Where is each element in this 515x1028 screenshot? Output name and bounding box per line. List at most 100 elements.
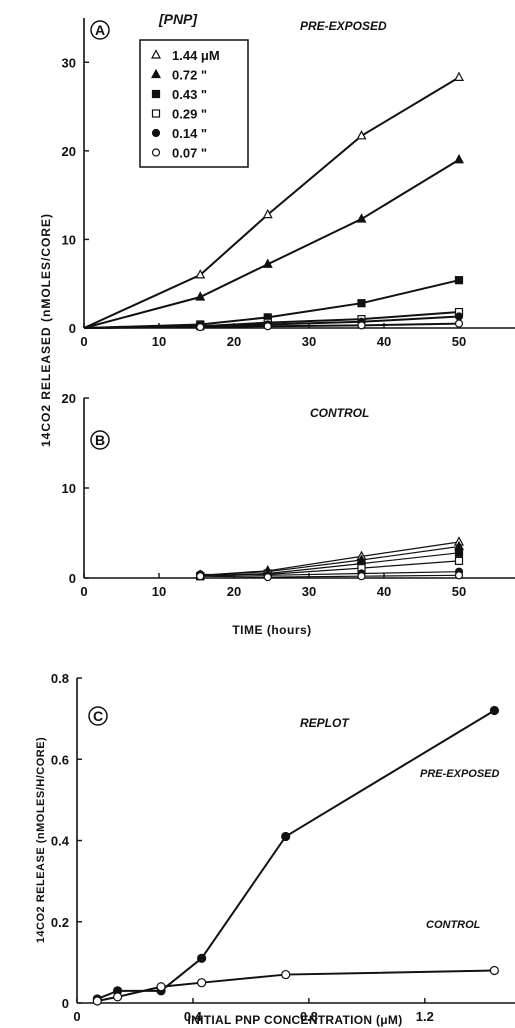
y-c-tick-label-0: 0 bbox=[62, 996, 69, 1011]
a-point-5-1 bbox=[196, 323, 205, 332]
c-point-1-2 bbox=[156, 982, 166, 992]
x-c-tick-label-2: 0.8 bbox=[300, 1009, 318, 1024]
c-point-0-5 bbox=[489, 705, 500, 716]
y-b-tick-label-2: 20 bbox=[62, 391, 76, 406]
legend-marker-0 bbox=[151, 49, 161, 59]
c-series-line-0 bbox=[96, 709, 495, 1000]
panel-a-badge bbox=[90, 20, 110, 40]
y-c-tick-label-2: 0.4 bbox=[51, 834, 70, 849]
b-point-3-3 bbox=[454, 556, 464, 566]
y-b-tick-label-0: 0 bbox=[69, 571, 76, 586]
b-point-2-3 bbox=[454, 548, 464, 557]
legend-marker-4 bbox=[151, 128, 161, 138]
a-point-2-3 bbox=[357, 299, 366, 308]
a-point-1-1 bbox=[195, 291, 206, 301]
x-b-tick-label-4: 40 bbox=[377, 584, 391, 599]
legend-entry-5: 0.07 " bbox=[172, 146, 207, 161]
b-series-line-1 bbox=[200, 545, 460, 576]
a-point-1-4 bbox=[454, 153, 464, 164]
b-series-line-5 bbox=[200, 574, 460, 578]
legend-box bbox=[139, 39, 249, 168]
x-a-tick-label-0: 0 bbox=[80, 334, 87, 349]
axis-label-y-c: 14CO2 RELEASE (nMOLES/H/CORE) bbox=[35, 737, 47, 943]
x-a-tick-label-5: 50 bbox=[452, 334, 466, 349]
c-point-0-3 bbox=[197, 953, 207, 963]
c-point-1-0 bbox=[92, 996, 102, 1006]
legend-entry-4: 0.14 " bbox=[172, 126, 207, 141]
x-a-tick-label-1: 10 bbox=[152, 334, 166, 349]
series-label-pre-exposed: PRE-EXPOSED bbox=[420, 768, 500, 780]
b-point-5-1 bbox=[263, 572, 272, 582]
x-a-tick-label-2: 20 bbox=[227, 334, 241, 349]
y-c-tick-label-4: 0.8 bbox=[51, 671, 69, 686]
a-point-5-4 bbox=[454, 319, 464, 328]
b-point-5-3 bbox=[454, 571, 464, 580]
panel-b-badge bbox=[90, 430, 110, 450]
a-point-0-2 bbox=[262, 208, 273, 219]
y-a-tick-label-0: 0 bbox=[69, 321, 76, 336]
b-series-line-4 bbox=[200, 571, 460, 576]
c-point-1-1 bbox=[112, 992, 123, 1002]
legend: 1.44 μM 0.72 " 0.43 " 0.29 " 0.14 " 0.07 " bbox=[151, 48, 220, 161]
legend-marker-2 bbox=[151, 89, 161, 99]
a-point-4-4 bbox=[454, 312, 464, 321]
axis-label-x-c: INITIAL PNP CONCENTRATION (μM) bbox=[187, 1013, 402, 1027]
c-point-1-4 bbox=[281, 969, 291, 980]
x-c-tick-label-1: 0.4 bbox=[184, 1009, 203, 1024]
ticks-a: 0 10 20 30 40 50 0 10 20 30 bbox=[62, 55, 467, 349]
a-point-5-2 bbox=[263, 322, 272, 331]
x-b-tick-label-2: 20 bbox=[227, 584, 241, 599]
a-point-1-2 bbox=[262, 258, 273, 268]
series-a bbox=[83, 71, 464, 332]
legend-entry-2: 0.43 " bbox=[172, 87, 207, 102]
panel-a-letter: A bbox=[95, 22, 105, 38]
a-point-0-4 bbox=[454, 71, 464, 81]
legend-entry-3: 0.29 " bbox=[172, 107, 207, 122]
x-b-tick-label-5: 50 bbox=[452, 584, 466, 599]
c-point-0-4 bbox=[281, 831, 291, 842]
a-point-2-4 bbox=[454, 276, 464, 285]
ticks-c: 0 0.4 0.8 1.2 0 0.2 0.4 0.6 0.8 bbox=[51, 671, 434, 1024]
x-c-tick-label-3: 1.2 bbox=[416, 1009, 434, 1024]
x-a-tick-label-3: 30 bbox=[302, 334, 316, 349]
panel-a-title: PRE-EXPOSED bbox=[300, 19, 387, 33]
y-a-tick-label-2: 20 bbox=[62, 144, 76, 159]
axis-label-x-b: TIME (hours) bbox=[232, 623, 311, 637]
c-point-1-5 bbox=[489, 965, 500, 976]
legend-marker-3 bbox=[151, 109, 161, 118]
c-point-1-3 bbox=[197, 978, 207, 988]
legend-title: [PNP] bbox=[158, 11, 198, 27]
legend-entry-1: 0.72 " bbox=[172, 68, 207, 83]
panel-c: 14CO2 RELEASE (nMOLES/H/CORE) C REPLOT P… bbox=[35, 671, 515, 1027]
b-point-5-0 bbox=[196, 572, 205, 581]
x-b-tick-label-3: 30 bbox=[302, 584, 316, 599]
panel-c-title: REPLOT bbox=[300, 716, 350, 730]
x-a-tick-label-4: 40 bbox=[377, 334, 391, 349]
x-c-tick-label-0: 0 bbox=[73, 1009, 80, 1024]
panel-c-badge bbox=[88, 706, 108, 726]
axis-label-y-ab: 14CO2 RELEASED (nMOLES/CORE) bbox=[39, 213, 53, 447]
series-b bbox=[195, 536, 464, 582]
a-point-5-3 bbox=[357, 321, 366, 330]
panel-b: B CONTROL 0 10 20 30 40 50 0 10 20 TIME (hours) bbox=[62, 391, 515, 637]
a-point-0-1 bbox=[195, 269, 206, 279]
panel-b-letter: B bbox=[95, 432, 105, 448]
y-c-tick-label-3: 0.6 bbox=[51, 752, 69, 767]
legend-marker-5 bbox=[151, 148, 161, 157]
panel-c-letter: C bbox=[93, 708, 103, 724]
b-point-5-2 bbox=[357, 572, 366, 581]
series-label-control: CONTROL bbox=[426, 919, 481, 931]
y-b-tick-label-1: 10 bbox=[62, 481, 76, 496]
legend-marker-1 bbox=[151, 68, 161, 79]
x-b-tick-label-0: 0 bbox=[80, 584, 87, 599]
ticks-b: 0 10 20 30 40 50 0 10 20 bbox=[62, 391, 467, 599]
panel-a: A PRE-EXPOSED [PNP] 1.44 μM 0.72 " 0.43 " 0… bbox=[62, 11, 515, 349]
legend-entry-0: 1.44 μM bbox=[172, 48, 220, 63]
series-c bbox=[92, 705, 500, 1006]
y-c-tick-label-1: 0.2 bbox=[51, 915, 69, 930]
a-point-0-3 bbox=[356, 130, 367, 140]
a-point-1-3 bbox=[356, 213, 367, 223]
y-a-tick-label-3: 30 bbox=[62, 55, 76, 70]
x-b-tick-label-1: 10 bbox=[152, 584, 166, 599]
